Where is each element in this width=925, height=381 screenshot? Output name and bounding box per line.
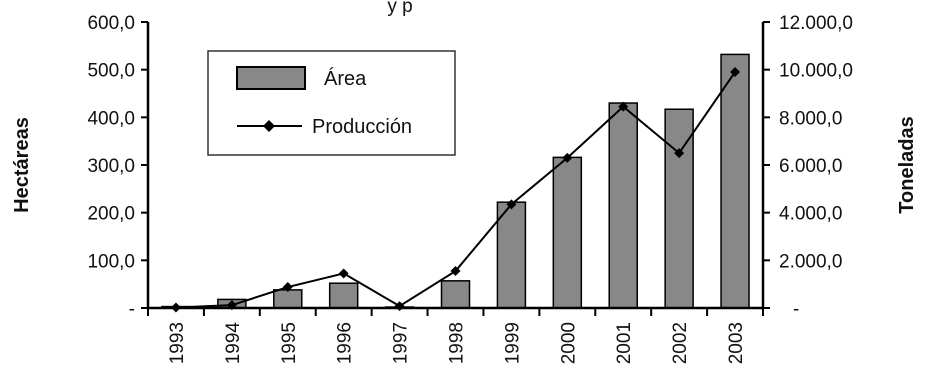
production-point-1998 — [450, 266, 461, 277]
left-tick-label: 600,0 — [87, 13, 135, 34]
left-axis-ticks: - 100,0 200,0 300,0 400,0 500,0 600,0 — [87, 13, 148, 320]
production-point-1997 — [394, 301, 405, 312]
right-tick-label: 8.000,0 — [779, 108, 842, 129]
title-fragment: y p — [387, 0, 412, 17]
bar-1996 — [328, 282, 359, 309]
bar-1995 — [273, 289, 303, 309]
x-tick-label: 1997 — [391, 322, 412, 364]
x-tick-label: 1998 — [447, 322, 468, 364]
production-point-2000 — [562, 152, 573, 163]
production-point-1995 — [282, 282, 293, 293]
x-tick-label: 2002 — [670, 322, 691, 364]
production-point-2003 — [730, 67, 741, 78]
legend-marker-production — [263, 120, 275, 132]
right-tick-label: 10.000,0 — [779, 61, 853, 82]
left-axis-title: Hectáreas — [11, 117, 33, 213]
x-tick-label: 1994 — [223, 322, 244, 365]
right-axis-ticks: - 2.000,0 4.000,0 6.000,0 8.000,0 10.000,0 12.… — [763, 13, 853, 320]
x-tick-label: 2000 — [558, 322, 579, 364]
right-tick-label: 4.000,0 — [779, 204, 842, 225]
right-tick-label: 6.000,0 — [779, 156, 842, 177]
production-line — [170, 67, 741, 313]
legend: Área Producción — [207, 50, 456, 156]
right-tick-label: - — [793, 299, 799, 320]
right-tick-label: 2.000,0 — [779, 251, 842, 272]
production-point-1999 — [506, 199, 517, 210]
bar-1998 — [440, 280, 471, 309]
production-point-2002 — [674, 148, 685, 159]
bar-2001 — [608, 102, 638, 309]
x-tick-label: 1993 — [167, 322, 188, 364]
legend-swatch-area — [236, 66, 306, 90]
left-tick-label: 200,0 — [87, 204, 135, 225]
x-tick-label: 1995 — [279, 322, 300, 364]
legend-label-production: Producción — [312, 116, 412, 138]
production-point-1996 — [338, 268, 349, 279]
right-axis-title: Toneladas — [896, 116, 918, 213]
x-tick-label: 2001 — [614, 322, 635, 364]
bar-1999 — [496, 201, 527, 309]
left-tick-label: 500,0 — [87, 61, 135, 82]
left-tick-label: 300,0 — [87, 156, 135, 177]
production-point-2001 — [618, 101, 629, 112]
bar-2003 — [720, 53, 750, 309]
x-tick-label: 1996 — [335, 322, 356, 364]
bar-2000 — [552, 156, 583, 309]
bar-2002 — [664, 108, 694, 309]
left-tick-label: 100,0 — [87, 251, 135, 272]
left-tick-label: - — [129, 299, 135, 320]
x-tick-label: 1999 — [502, 322, 523, 364]
legend-label-area: Área — [324, 67, 367, 90]
x-axis-ticks: 1993 1994 1995 1996 1997 1998 1999 2000 2001 2002… — [147, 308, 764, 365]
x-tick-label: 2003 — [726, 322, 747, 364]
left-tick-label: 400,0 — [87, 108, 135, 129]
area-bars — [161, 53, 750, 309]
right-tick-label: 12.000,0 — [779, 13, 853, 34]
